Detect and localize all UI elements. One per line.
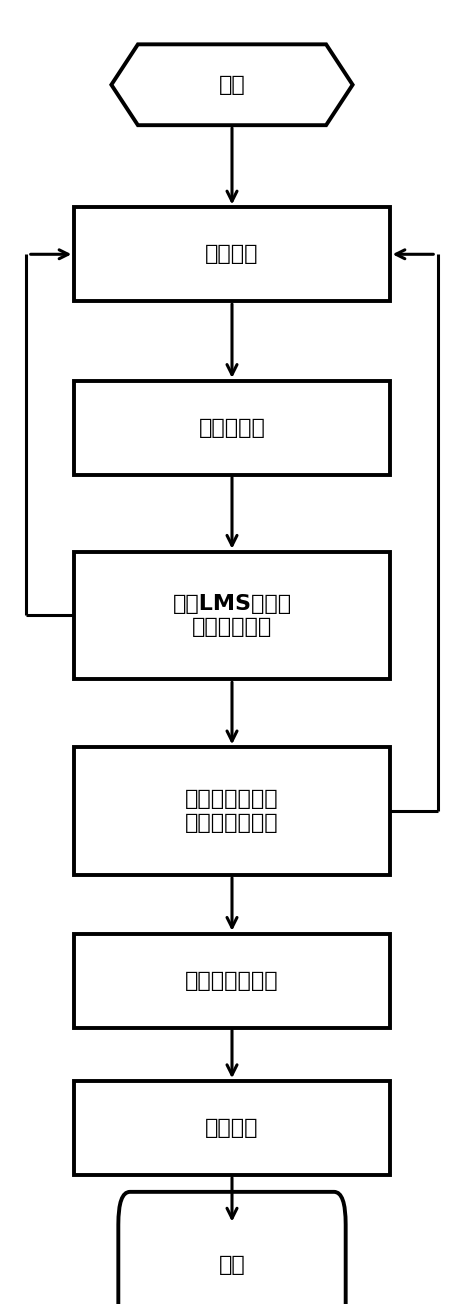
Text: 数字驱动: 数字驱动: [205, 244, 258, 265]
FancyBboxPatch shape: [74, 934, 389, 1028]
Text: 温度补偿: 温度补偿: [205, 1118, 258, 1138]
Text: 开始: 开始: [218, 74, 245, 95]
Text: 相位差平滑处理: 相位差平滑处理: [185, 970, 278, 991]
Text: 结束: 结束: [218, 1254, 245, 1275]
FancyBboxPatch shape: [74, 207, 389, 301]
FancyBboxPatch shape: [118, 1192, 345, 1304]
Text: 信号预处理: 信号预处理: [198, 417, 265, 438]
FancyBboxPatch shape: [74, 1081, 389, 1175]
Text: 离散时间傅里叶
变换计算相位差: 离散时间傅里叶 变换计算相位差: [185, 789, 278, 833]
Polygon shape: [111, 44, 352, 125]
FancyBboxPatch shape: [74, 747, 389, 875]
Text: 牛顿LMS自适应
陷波估计频率: 牛顿LMS自适应 陷波估计频率: [172, 593, 291, 638]
FancyBboxPatch shape: [74, 552, 389, 679]
FancyBboxPatch shape: [74, 381, 389, 475]
